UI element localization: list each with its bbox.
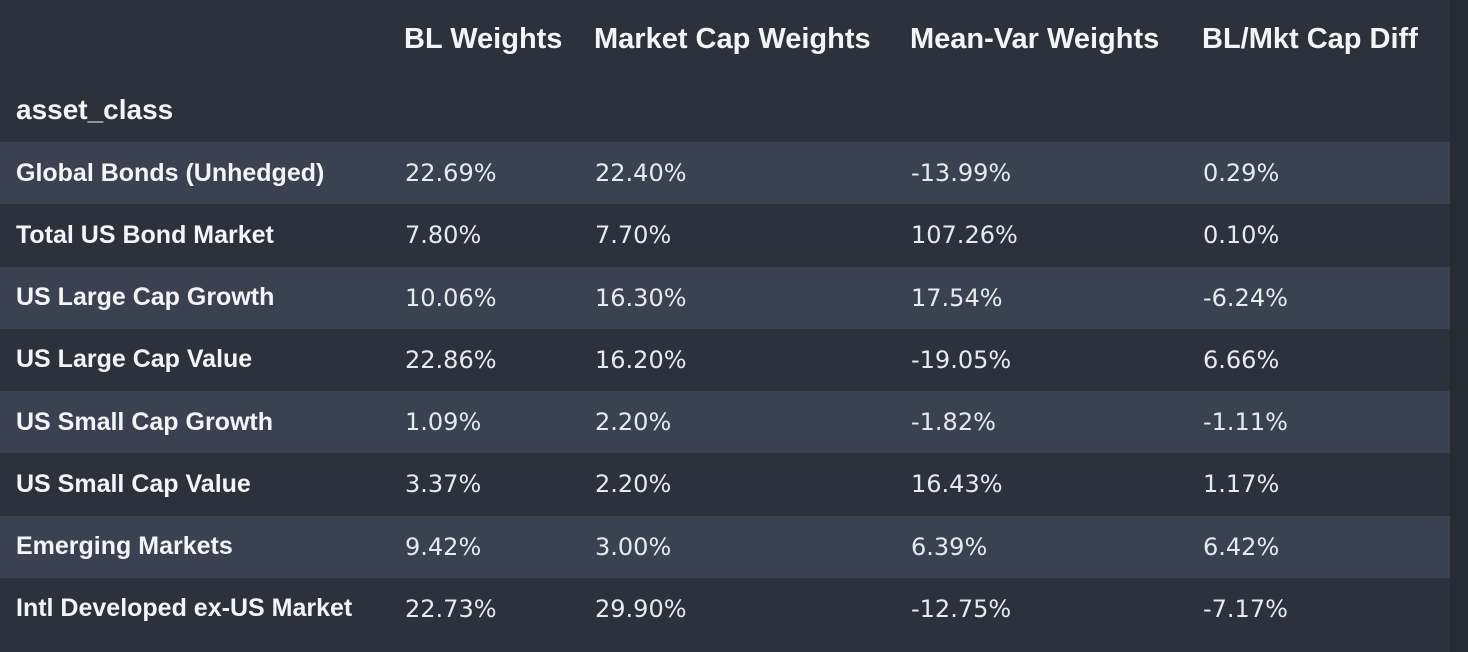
table-row: US Large Cap Value 22.86% 16.20% -19.05% 6.6…: [0, 328, 1450, 391]
index-header-blank: [0, 0, 392, 78]
bl-weight-cell: 22.69%: [405, 159, 497, 188]
table-row: US Small Cap Value 3.37% 2.20% 16.43% 1.17%: [0, 453, 1450, 516]
asset-class-cell: Global Bonds (Unhedged): [16, 158, 325, 187]
bl-mkt-cap-diff-cell: 6.66%: [1203, 345, 1280, 374]
table-row: Emerging Markets 9.42% 3.00% 6.39% 6.42%: [0, 515, 1450, 578]
column-header-mean-var-weights: Mean-Var Weights: [910, 22, 1160, 55]
asset-class-cell: Intl Developed ex-US Market: [16, 594, 353, 623]
index-name-row: asset_class: [0, 78, 1450, 142]
asset-class-cell: US Small Cap Value: [16, 469, 251, 498]
bl-mkt-cap-diff-cell: 6.42%: [1203, 532, 1280, 561]
bl-mkt-cap-diff-cell: -6.24%: [1203, 283, 1288, 312]
table-row: Global Bonds (Unhedged) 22.69% 22.40% -13.9…: [0, 142, 1450, 205]
index-name-filler: [582, 78, 898, 142]
bl-mkt-cap-diff-cell: 1.17%: [1203, 470, 1280, 499]
mean-var-weight-cell: -13.99%: [911, 159, 1012, 188]
mean-var-weight-cell: 16.43%: [911, 470, 1003, 499]
mean-var-weight-cell: -19.05%: [911, 345, 1012, 374]
asset-class-cell: US Small Cap Growth: [16, 407, 273, 436]
market-cap-weight-cell: 7.70%: [595, 221, 672, 250]
bl-weight-cell: 9.42%: [405, 532, 482, 561]
table-row: Intl Developed ex-US Market 22.73% 29.90% -…: [0, 577, 1450, 640]
mean-var-weight-cell: -12.75%: [911, 594, 1012, 623]
table-row: US Large Cap Growth 10.06% 16.30% 17.54% -6.…: [0, 266, 1450, 329]
bl-weight-cell: 1.09%: [405, 408, 482, 437]
mean-var-weight-cell: 6.39%: [911, 532, 988, 561]
market-cap-weight-cell: 22.40%: [595, 159, 687, 188]
bl-mkt-cap-diff-cell: -1.11%: [1203, 408, 1288, 437]
bl-weight-cell: 10.06%: [405, 283, 497, 312]
index-name-header: asset_class: [16, 94, 174, 125]
asset-class-cell: US Large Cap Value: [16, 345, 253, 374]
bl-mkt-cap-diff-cell: -7.17%: [1203, 594, 1288, 623]
bl-weight-cell: 7.80%: [405, 221, 482, 250]
weights-table: BL Weights Market Cap Weights Mean-Var W…: [0, 0, 1450, 640]
asset-class-cell: US Large Cap Growth: [16, 283, 275, 312]
mean-var-weight-cell: 107.26%: [911, 221, 1018, 250]
mean-var-weight-cell: -1.82%: [911, 408, 996, 437]
table-row: Total US Bond Market 7.80% 7.70% 107.26% 0.1…: [0, 204, 1450, 267]
column-header-bl-mkt-cap-diff: BL/Mkt Cap Diff: [1202, 22, 1418, 55]
bl-mkt-cap-diff-cell: 0.10%: [1203, 221, 1280, 250]
index-name-filler: [392, 78, 582, 142]
index-name-filler: [898, 78, 1190, 142]
asset-class-cell: Emerging Markets: [16, 532, 233, 561]
table-header: BL Weights Market Cap Weights Mean-Var W…: [0, 0, 1450, 142]
bl-weight-cell: 3.37%: [405, 470, 482, 499]
column-header-row: BL Weights Market Cap Weights Mean-Var W…: [0, 0, 1450, 78]
market-cap-weight-cell: 29.90%: [595, 594, 687, 623]
bl-mkt-cap-diff-cell: 0.29%: [1203, 159, 1280, 188]
asset-class-cell: Total US Bond Market: [16, 220, 274, 249]
column-header-market-cap-weights: Market Cap Weights: [594, 22, 871, 55]
market-cap-weight-cell: 16.30%: [595, 283, 687, 312]
column-header-bl-weights: BL Weights: [404, 22, 563, 55]
mean-var-weight-cell: 17.54%: [911, 283, 1003, 312]
market-cap-weight-cell: 2.20%: [595, 408, 672, 437]
table-row: US Small Cap Growth 1.09% 2.20% -1.82% -1.11…: [0, 391, 1450, 454]
market-cap-weight-cell: 16.20%: [595, 345, 687, 374]
market-cap-weight-cell: 2.20%: [595, 470, 672, 499]
table-body: Global Bonds (Unhedged) 22.69% 22.40% -13.9…: [0, 142, 1450, 640]
bl-weight-cell: 22.73%: [405, 594, 497, 623]
bl-weight-cell: 22.86%: [405, 345, 497, 374]
index-name-filler: [1190, 78, 1450, 142]
market-cap-weight-cell: 3.00%: [595, 532, 672, 561]
output-gutter: [1450, 0, 1468, 652]
